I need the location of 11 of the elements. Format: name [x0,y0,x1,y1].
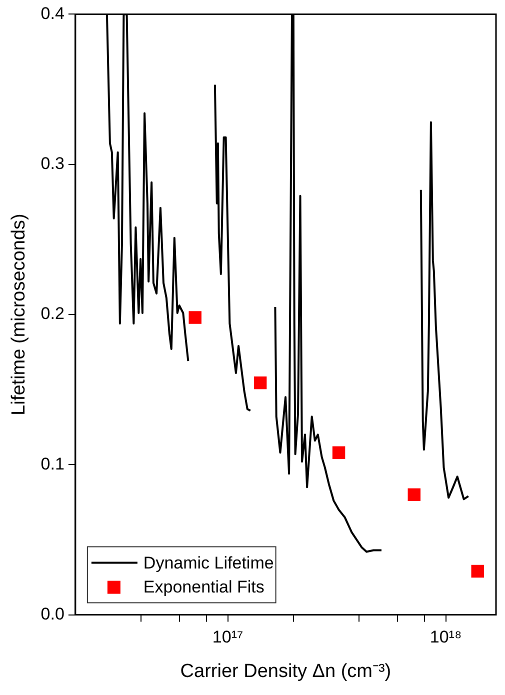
legend-label: Dynamic Lifetime [143,553,274,572]
y-tick-label: 0.2 [40,304,64,324]
y-tick-label: 0.1 [40,454,64,474]
y-axis-title: Lifetime (microseconds) [8,214,30,416]
x-tick-label: 10¹⁷ [212,628,244,647]
y-tick-label: 0.0 [40,604,64,624]
x-tick-label: 10¹⁸ [430,628,462,647]
x-axis-title: Carrier Density Δn (cm⁻³) [180,660,392,682]
legend-label: Exponential Fits [143,577,264,596]
y-tick-label: 0.4 [40,4,64,23]
y-tick-label: 0.3 [40,154,64,174]
